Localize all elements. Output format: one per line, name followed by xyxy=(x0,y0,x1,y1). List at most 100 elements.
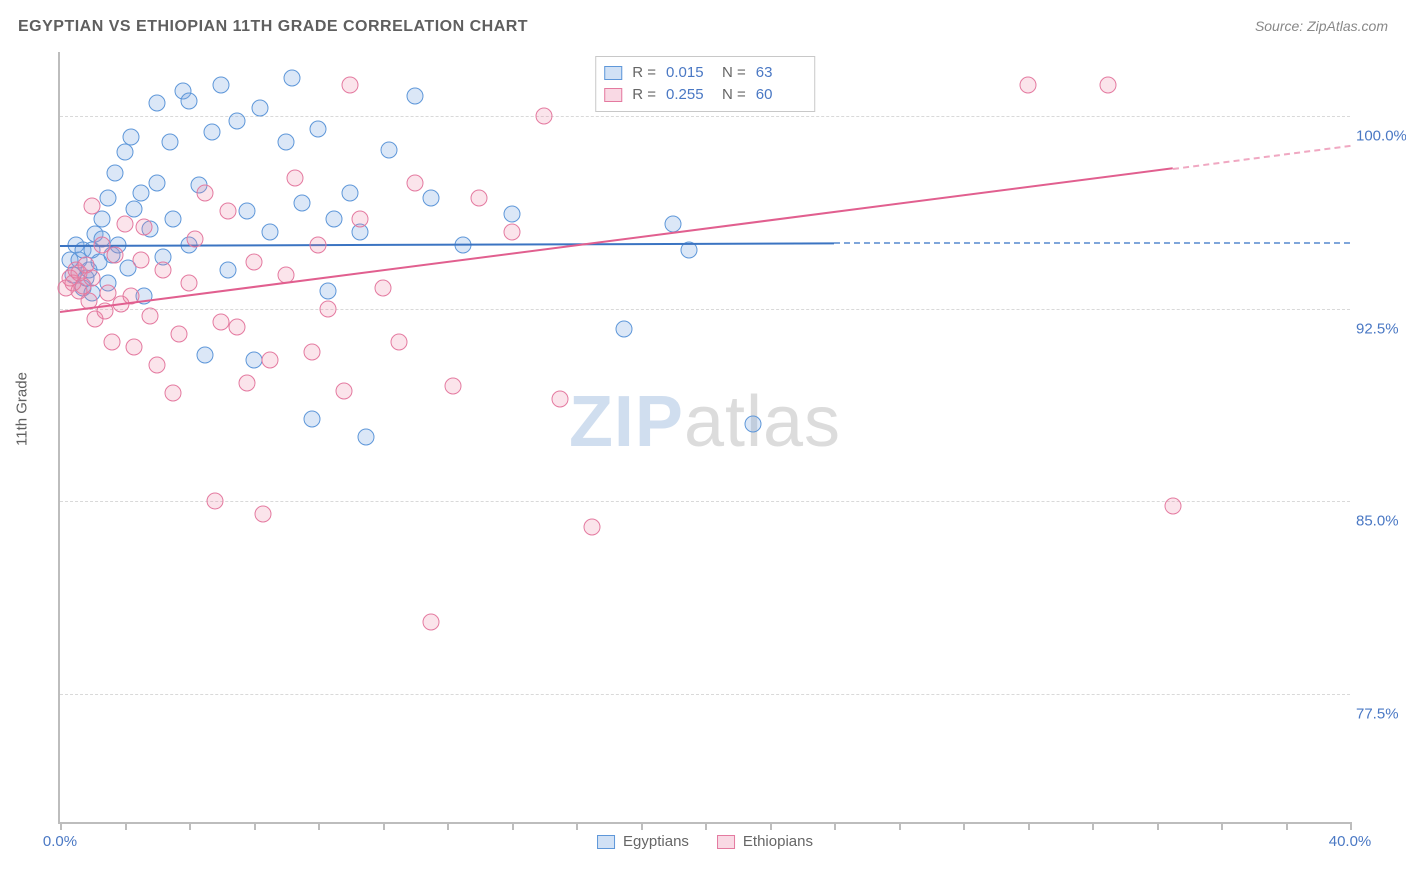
data-point xyxy=(1019,77,1036,94)
x-tick xyxy=(834,822,836,830)
x-tick xyxy=(1221,822,1223,830)
data-point xyxy=(106,246,123,263)
x-tick xyxy=(1157,822,1159,830)
x-tick xyxy=(125,822,127,830)
data-point xyxy=(326,210,343,227)
data-point xyxy=(319,300,336,317)
data-point xyxy=(148,174,165,191)
x-tick xyxy=(318,822,320,830)
x-tick xyxy=(1092,822,1094,830)
data-point xyxy=(100,190,117,207)
data-point xyxy=(1100,77,1117,94)
trend-line xyxy=(60,167,1173,313)
data-point xyxy=(503,223,520,240)
x-tick xyxy=(512,822,514,830)
data-point xyxy=(287,169,304,186)
data-point xyxy=(284,69,301,86)
data-point xyxy=(219,262,236,279)
data-point xyxy=(310,236,327,253)
watermark: ZIPatlas xyxy=(569,381,841,463)
watermark-zip: ZIP xyxy=(569,382,684,462)
x-tick xyxy=(189,822,191,830)
source-label: Source: ZipAtlas.com xyxy=(1255,18,1388,34)
data-point xyxy=(187,231,204,248)
data-point xyxy=(116,215,133,232)
data-point xyxy=(551,390,568,407)
data-point xyxy=(422,613,439,630)
x-tick xyxy=(641,822,643,830)
x-tick xyxy=(60,822,62,830)
data-point xyxy=(126,200,143,217)
chart-title: EGYPTIAN VS ETHIOPIAN 11TH GRADE CORRELA… xyxy=(18,18,528,35)
data-point xyxy=(239,375,256,392)
gridline xyxy=(60,116,1350,117)
x-tick-label: 0.0% xyxy=(43,833,77,850)
data-point xyxy=(406,174,423,191)
data-point xyxy=(142,308,159,325)
data-point xyxy=(203,123,220,140)
plot-area: ZIPatlas R =0.015N =63R =0.255N =60 Egyp… xyxy=(58,52,1350,824)
data-point xyxy=(181,92,198,109)
x-tick xyxy=(1028,822,1030,830)
r-label: R = xyxy=(632,84,656,106)
x-tick xyxy=(383,822,385,830)
x-tick xyxy=(447,822,449,830)
n-label: N = xyxy=(722,84,746,106)
n-label: N = xyxy=(722,62,746,84)
gridline xyxy=(60,309,1350,310)
swatch-icon xyxy=(597,835,615,849)
data-point xyxy=(148,357,165,374)
data-point xyxy=(181,275,198,292)
watermark-atlas: atlas xyxy=(684,382,841,462)
gridline xyxy=(60,501,1350,502)
data-point xyxy=(261,352,278,369)
data-point xyxy=(132,185,149,202)
n-value: 63 xyxy=(756,62,802,84)
data-point xyxy=(219,203,236,220)
data-point xyxy=(206,493,223,510)
r-value: 0.015 xyxy=(666,62,712,84)
series-legend: Egyptians Ethiopians xyxy=(597,833,813,850)
data-point xyxy=(245,254,262,271)
trend-line xyxy=(60,242,834,247)
x-tick xyxy=(705,822,707,830)
data-point xyxy=(422,190,439,207)
data-point xyxy=(293,195,310,212)
data-point xyxy=(103,334,120,351)
legend-row: R =0.255N =60 xyxy=(604,84,802,106)
data-point xyxy=(664,215,681,232)
data-point xyxy=(335,382,352,399)
legend-label: Egyptians xyxy=(623,833,689,850)
trend-line xyxy=(834,242,1350,244)
data-point xyxy=(229,318,246,335)
data-point xyxy=(351,210,368,227)
data-point xyxy=(406,87,423,104)
x-tick xyxy=(576,822,578,830)
data-point xyxy=(164,210,181,227)
data-point xyxy=(261,223,278,240)
legend-item-egyptians: Egyptians xyxy=(597,833,689,850)
data-point xyxy=(122,128,139,145)
x-tick-label: 40.0% xyxy=(1329,833,1372,850)
data-point xyxy=(471,190,488,207)
data-point xyxy=(132,251,149,268)
swatch-icon xyxy=(604,88,622,102)
r-value: 0.255 xyxy=(666,84,712,106)
data-point xyxy=(84,198,101,215)
data-point xyxy=(116,144,133,161)
x-tick xyxy=(1286,822,1288,830)
data-point xyxy=(303,344,320,361)
data-point xyxy=(197,185,214,202)
data-point xyxy=(213,77,230,94)
data-point xyxy=(616,321,633,338)
data-point xyxy=(148,95,165,112)
data-point xyxy=(277,133,294,150)
data-point xyxy=(245,352,262,369)
x-tick xyxy=(254,822,256,830)
data-point xyxy=(445,377,462,394)
data-point xyxy=(197,346,214,363)
trend-line xyxy=(1172,144,1350,169)
data-point xyxy=(390,334,407,351)
r-label: R = xyxy=(632,62,656,84)
data-point xyxy=(342,185,359,202)
